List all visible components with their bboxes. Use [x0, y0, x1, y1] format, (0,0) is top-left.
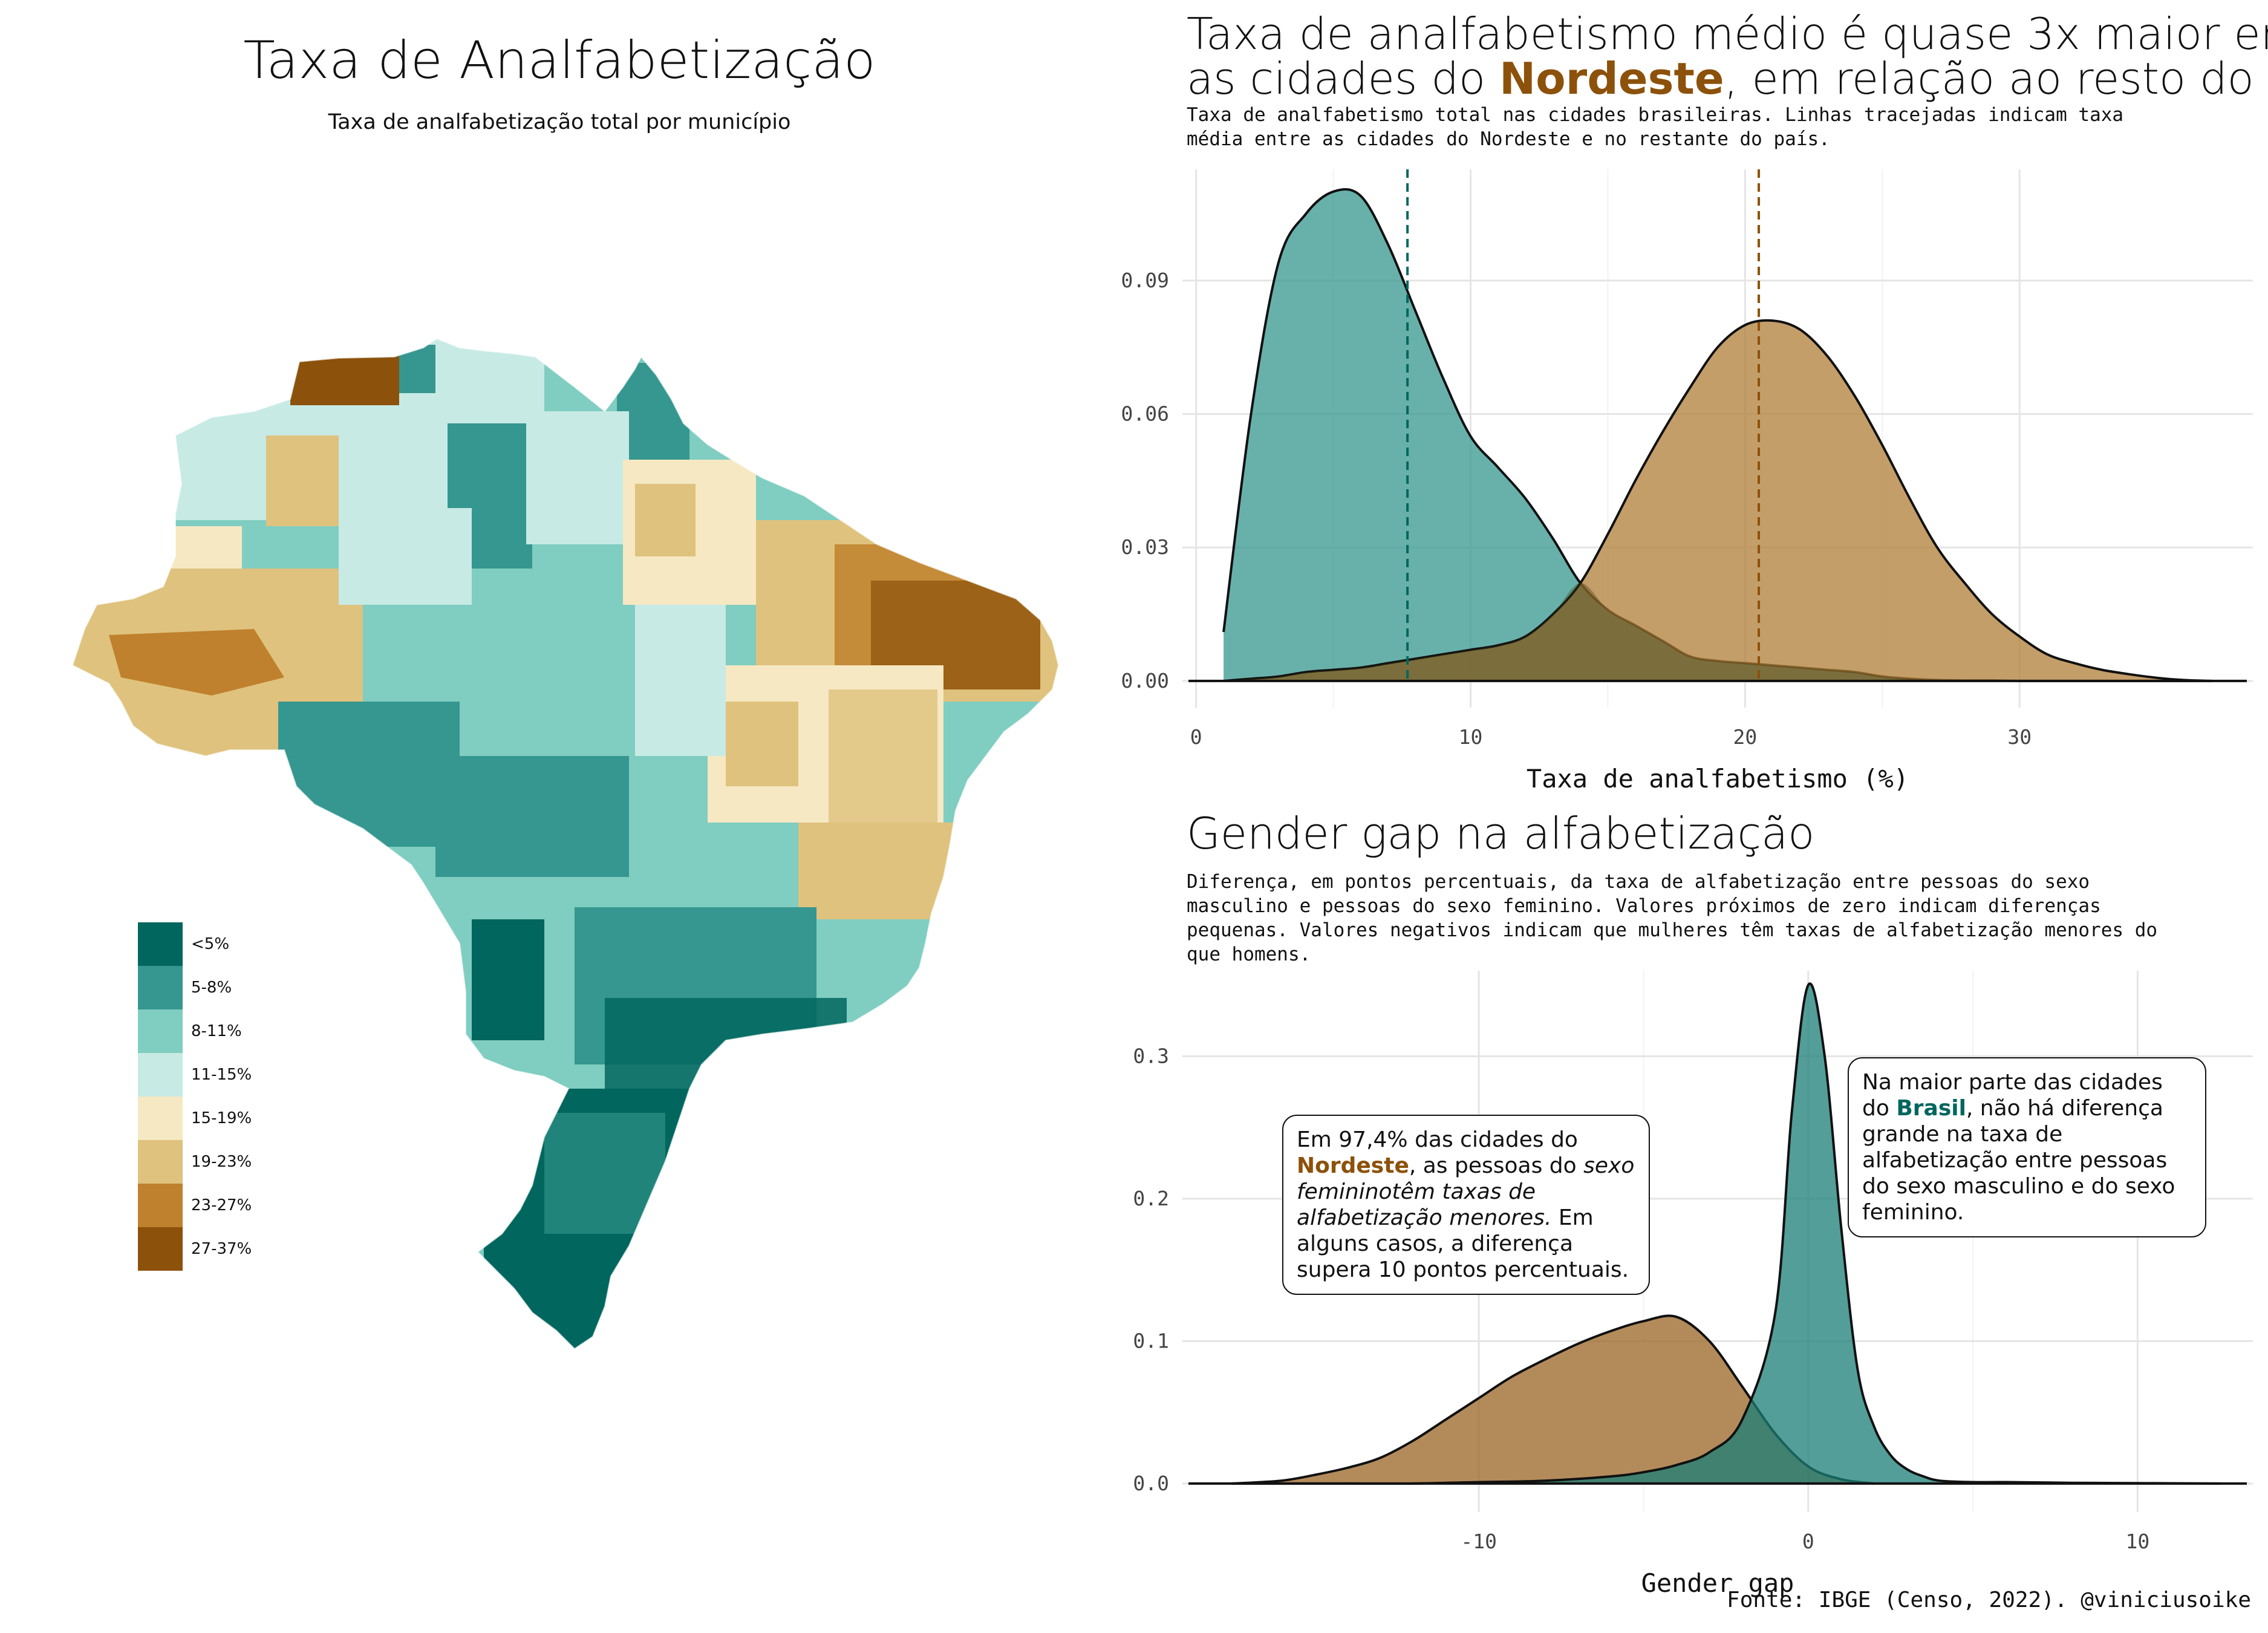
y-tick-label: 0.2	[1133, 1187, 1169, 1210]
legend-swatch	[138, 1140, 183, 1184]
brazil-choropleth-map	[71, 337, 1060, 1350]
legend-label: 19-23%	[191, 1153, 252, 1171]
x-tick-label: 10	[1459, 725, 1483, 749]
legend-label: 27-37%	[191, 1240, 252, 1258]
density-area-brasil	[1224, 189, 2212, 681]
annotation-text: , não há diferença grande na taxa de alf…	[1862, 1096, 2175, 1225]
chart1-subtitle-line1: Taxa de analfabetismo total nas cidades …	[1187, 104, 2124, 126]
source-caption: Fonte: IBGE (Censo, 2022). @viniciusoike	[1727, 1588, 2251, 1612]
legend-swatch	[138, 1009, 183, 1053]
y-tick-label: 0.03	[1121, 535, 1169, 559]
x-axis-title: Gender gap	[1641, 1568, 1794, 1598]
y-tick-label: 0.06	[1121, 402, 1169, 426]
legend-item: 27-37%	[138, 1227, 252, 1271]
legend-item: 19-23%	[138, 1140, 252, 1184]
annotation-text: Em alguns casos, a diferença supera 10 p…	[1297, 1205, 1629, 1282]
legend-label: <5%	[191, 935, 230, 953]
legend-item: <5%	[138, 922, 252, 966]
legend-item: 23-27%	[138, 1184, 252, 1227]
legend-swatch	[138, 1097, 183, 1140]
annotation-text: , as pessoas do	[1409, 1153, 1584, 1178]
title-nordeste: Nordeste	[1499, 53, 1724, 104]
annotation-nordeste-label: Nordeste	[1297, 1153, 1409, 1178]
legend-label: 8-11%	[191, 1022, 242, 1040]
density-overlap	[1224, 582, 2212, 681]
x-tick-label: 30	[2007, 725, 2032, 749]
chart2-subtitle-line: masculino e pessoas do sexo feminino. Va…	[1187, 895, 2101, 917]
legend-label: 5-8%	[191, 979, 232, 997]
title-text: , em relação ao resto do	[1724, 53, 2268, 104]
x-tick-label: 20	[1733, 725, 1758, 749]
legend-swatch	[138, 1227, 183, 1271]
map-title: Taxa de Analfabetização	[243, 30, 876, 91]
y-tick-label: 0.3	[1133, 1044, 1169, 1067]
chart2-subtitle-line: pequenas. Valores negativos indicam que …	[1187, 919, 2158, 941]
annotation-text: Em 97,4% das cidades do	[1297, 1127, 1578, 1152]
annotation-brasil: Na maior parte das cidades do Brasil, nã…	[1848, 1057, 2206, 1237]
chart2-subtitle-line: que homens.	[1187, 944, 1311, 965]
annotation-nordeste: Em 97,4% das cidades do Nordeste, as pess…	[1282, 1115, 1650, 1295]
legend-label: 15-19%	[191, 1109, 252, 1127]
x-tick-label: 10	[2126, 1530, 2150, 1553]
legend-swatch	[138, 1184, 183, 1227]
chart2-subtitle-line: Diferença, em pontos percentuais, da tax…	[1187, 871, 2090, 893]
chart1-subtitle-line2: média entre as cidades do Nordeste e no …	[1187, 128, 1830, 150]
density-line-brasil	[1231, 982, 2220, 1485]
legend-swatch	[138, 966, 183, 1009]
legend-label: 11-15%	[191, 1066, 252, 1084]
map-legend: <5% 5-8% 8-11% 11-15% 15-19% 19-23% 23-2…	[138, 922, 252, 1271]
legend-item: 15-19%	[138, 1097, 252, 1140]
y-tick-label: 0.0	[1133, 1472, 1169, 1495]
legend-swatch	[138, 922, 183, 966]
legend-swatch	[138, 1053, 183, 1097]
density-area-nordeste	[1231, 1315, 1874, 1484]
legend-item: 5-8%	[138, 966, 252, 1009]
x-axis-title: Taxa de analfabetismo (%)	[1527, 764, 1909, 794]
x-tick-label: 0	[1190, 725, 1202, 749]
legend-item: 8-11%	[138, 1009, 252, 1053]
legend-label: 23-27%	[191, 1196, 252, 1214]
annotation-brasil-label: Brasil	[1896, 1096, 1966, 1121]
map-subtitle: Taxa de analfabetização total por municí…	[328, 110, 791, 134]
legend-item: 11-15%	[138, 1053, 252, 1097]
density-area-nordeste	[1224, 320, 2212, 681]
annotation-italic: sexo femininotêm taxas de alfabetização …	[1297, 1153, 1635, 1230]
density-line-nordeste	[1223, 319, 2212, 682]
chart1-title-line2: as cidades do Nordeste, em relação ao re…	[1187, 53, 2268, 104]
x-tick-label: 0	[1802, 1530, 1814, 1553]
y-tick-label: 0.1	[1133, 1329, 1169, 1352]
y-tick-label: 0.00	[1121, 669, 1169, 693]
annotation-text: Na maior parte das cidades do	[1862, 1070, 2163, 1121]
y-tick-label: 0.09	[1121, 269, 1169, 292]
x-tick-label: -10	[1461, 1530, 1497, 1553]
title-text: as cidades do	[1187, 53, 1499, 104]
chart1-title-line1: Taxa de analfabetismo médio é quase 3x m…	[1187, 8, 2268, 59]
chart2-title: Gender gap na alfabetização	[1187, 808, 1815, 859]
